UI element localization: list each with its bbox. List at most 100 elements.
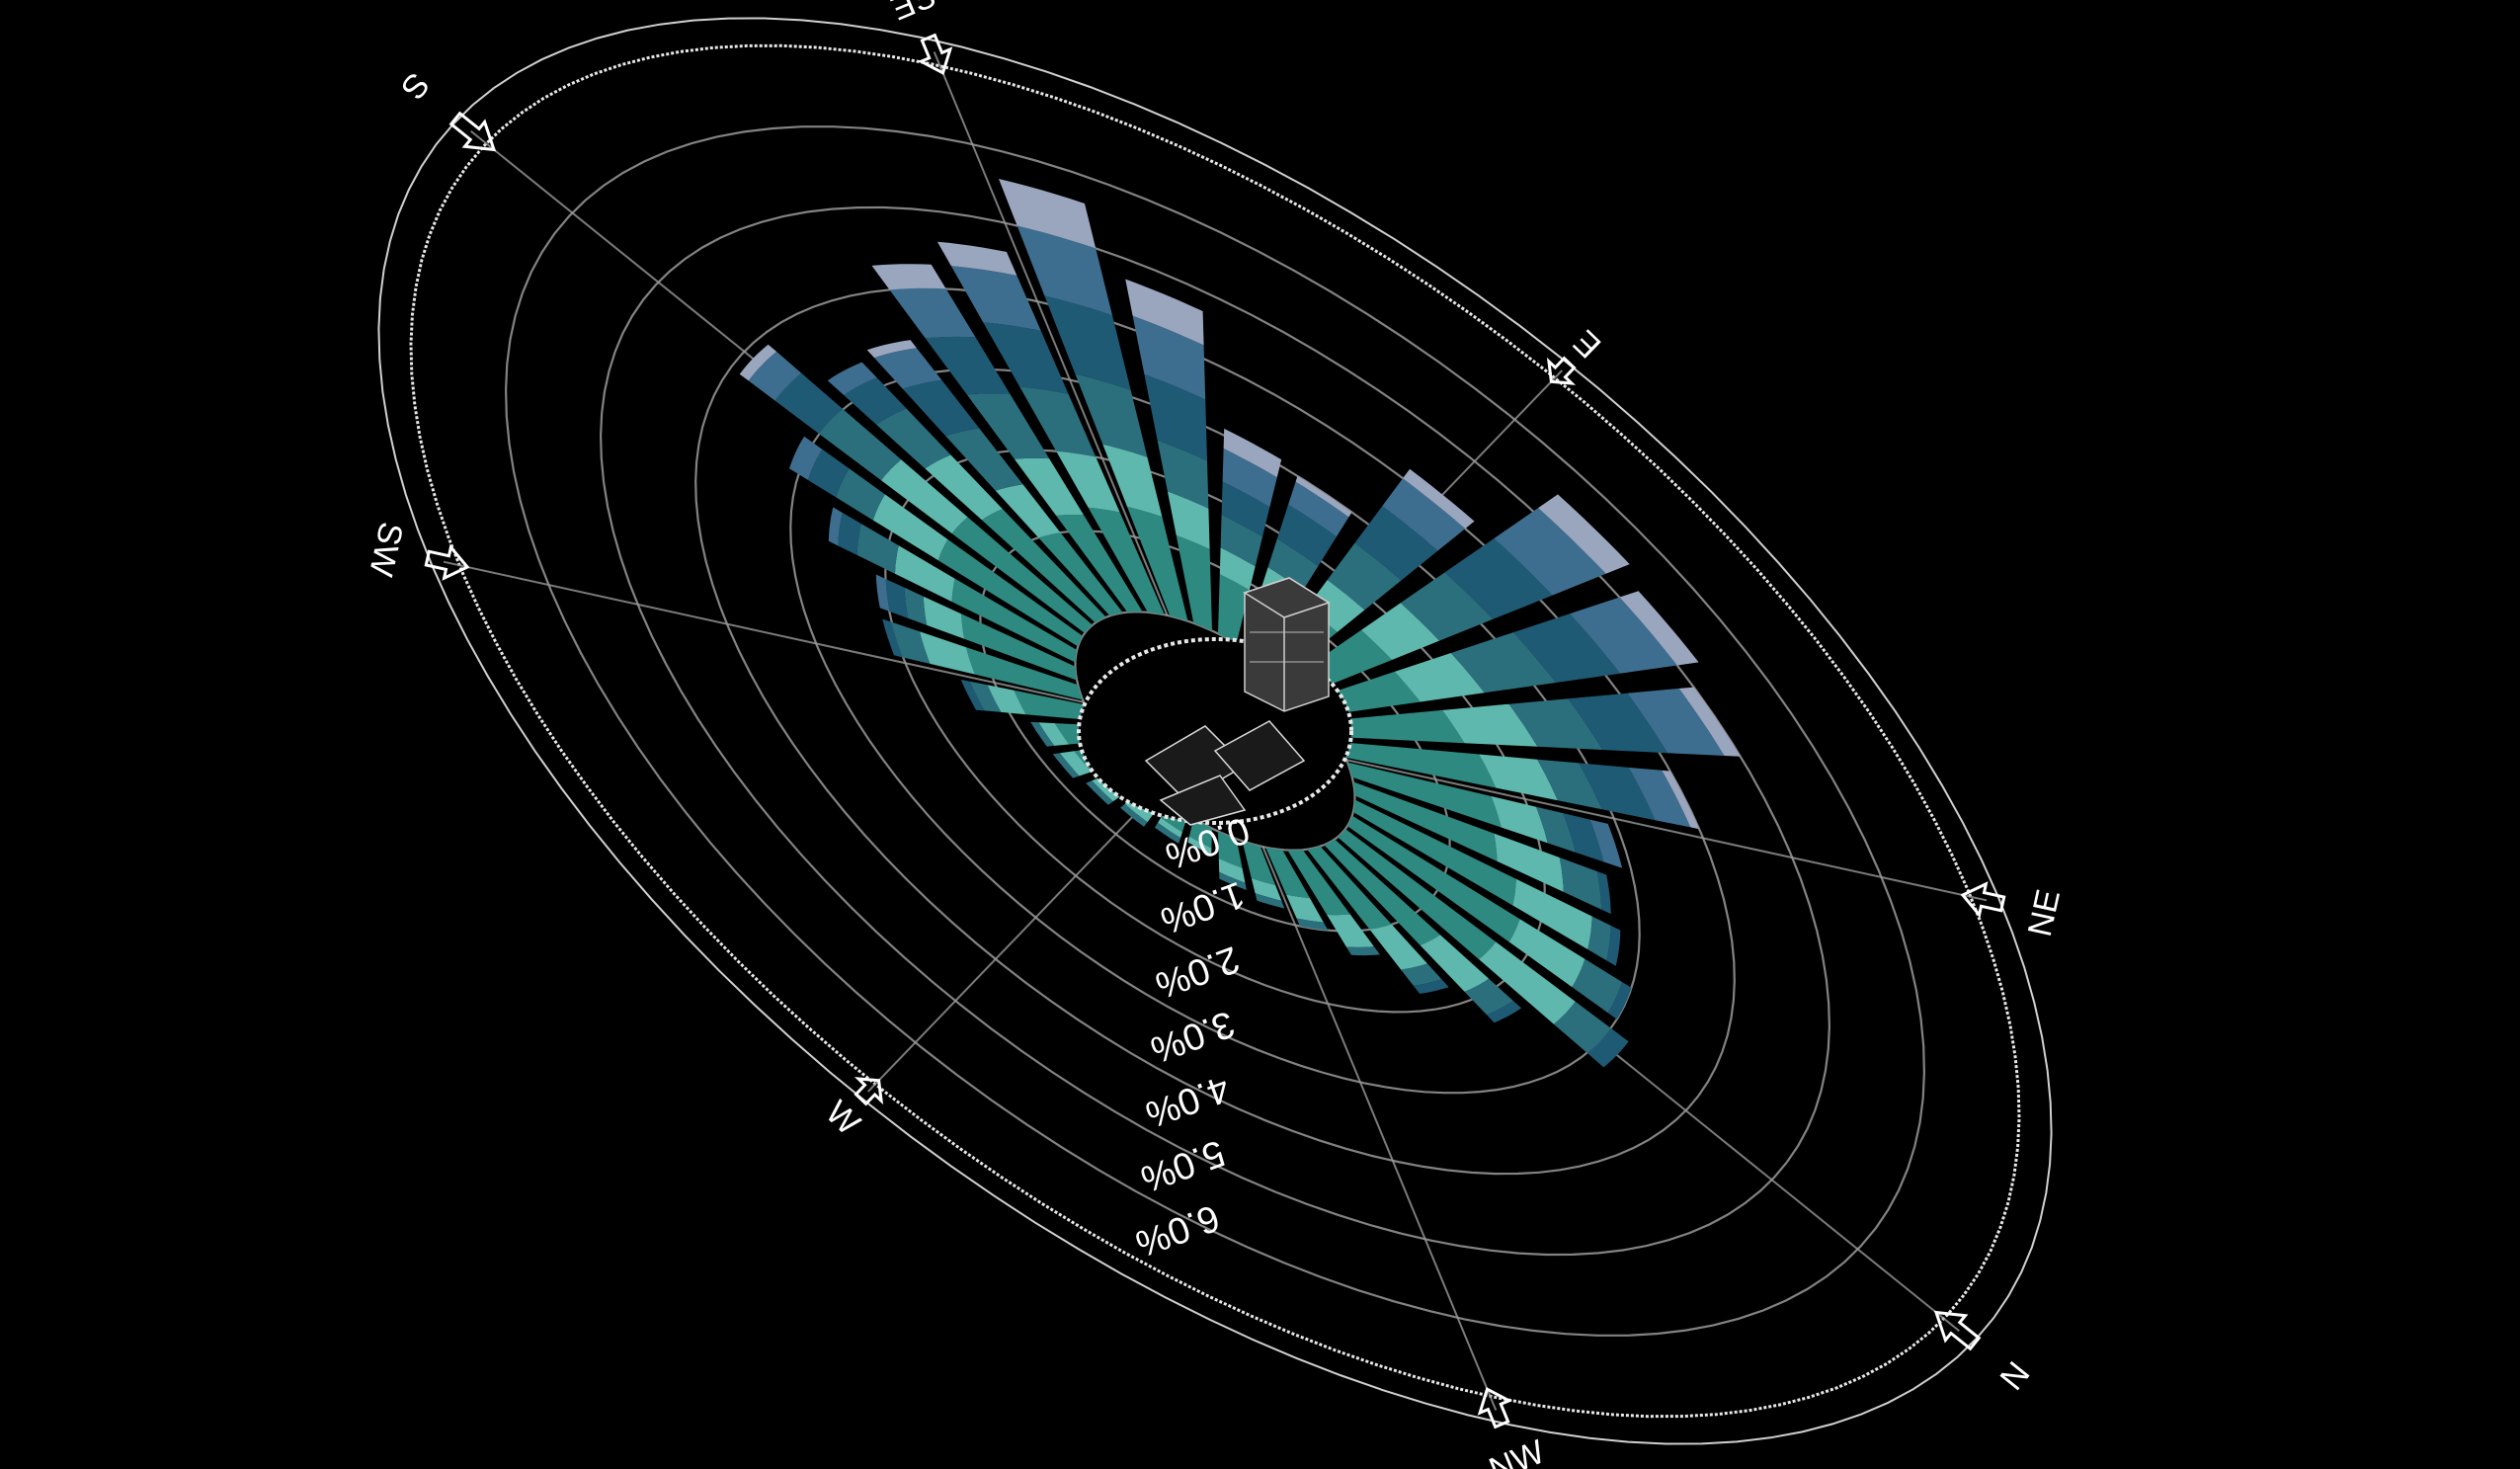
- wind-sector-segment: [1553, 1001, 1611, 1053]
- wind-sector-segment: [1132, 315, 1206, 400]
- wind-sector-segment: [789, 436, 823, 480]
- wind-sector-segment: [1288, 481, 1349, 537]
- wind-sector-segment: [1444, 538, 1553, 619]
- wind-sector-segment: [966, 647, 1083, 700]
- wind-sector-segment: [1369, 924, 1427, 970]
- wind-sector-segment: [1586, 1027, 1629, 1068]
- wind-sector-segment: [1537, 759, 1602, 810]
- wind-sector-segment: [871, 264, 946, 290]
- wind-sector-segment: [1487, 1001, 1522, 1023]
- wind-sector-segment: [1265, 847, 1310, 899]
- wind-sector-segment: [1125, 279, 1204, 346]
- wind-sector-segment: [966, 393, 1050, 459]
- wind-sector-segment: [1030, 721, 1055, 747]
- wind-sector-segment: [1382, 478, 1466, 551]
- wind-sector-segment: [739, 344, 777, 381]
- wind-sector-segment: [1251, 878, 1282, 901]
- wind-sector-segment: [1296, 918, 1329, 931]
- direction-arrow-icon: [1933, 1310, 1982, 1351]
- wind-sector-segment: [875, 574, 890, 612]
- wind-sector-segment: [936, 241, 1017, 276]
- wind-sector-segment: [1512, 878, 1592, 949]
- direction-arrow-icon: [448, 111, 497, 152]
- wind-sector-segment: [950, 266, 1041, 331]
- wind-sector-segment: [945, 428, 1023, 491]
- wind-sector-segment: [999, 179, 1097, 249]
- radial-grid: [377, 17, 2053, 1445]
- wind-sector-segment: [1394, 653, 1485, 702]
- wind-sector-segment: [1307, 846, 1392, 930]
- wind-sector-segment: [1219, 871, 1247, 890]
- wind-sector-segment: [1619, 591, 1699, 666]
- wind-sector-segment: [1559, 857, 1602, 910]
- wind-sector-segment: [1127, 506, 1188, 621]
- building-model-icon: [1144, 577, 1331, 826]
- wind-sector-segment: [838, 513, 861, 555]
- wind-sector-segment: [1606, 926, 1621, 966]
- wind-sector-segment: [1508, 698, 1603, 750]
- axis-nw: [1261, 846, 1498, 1411]
- wind-sector-segment: [1579, 763, 1656, 821]
- ring-label: 4.0%: [1140, 1067, 1235, 1135]
- direction-arrow-icon: [854, 1077, 884, 1106]
- ring-label: 6.0%: [1130, 1196, 1225, 1265]
- wind-sector-segment: [1242, 841, 1276, 885]
- wind-sector-segment: [1568, 693, 1667, 754]
- wind-sector-segment: [1287, 850, 1350, 916]
- wind-sector-segment: [1016, 225, 1112, 316]
- wind-sector-segment: [1157, 440, 1209, 509]
- direction-arrow-icon: [1546, 356, 1577, 385]
- wind-sector-segment: [882, 618, 904, 658]
- wind-sector-segment: [774, 372, 844, 435]
- wind-sector-segment: [748, 351, 802, 401]
- wind-sector-segment: [1086, 780, 1113, 805]
- wind-sector-segment: [951, 578, 1078, 663]
- wind-sector-segment: [1014, 457, 1084, 516]
- wind-sectors: [739, 179, 1741, 1068]
- wind-sector-segment: [1338, 829, 1497, 960]
- wind-sector-segment: [1628, 767, 1691, 828]
- wind-sector-segment: [1662, 770, 1700, 830]
- wind-sector-segment: [1347, 762, 1502, 828]
- wind-sector-segment: [1401, 963, 1442, 986]
- wind-sector-segment: [891, 621, 931, 664]
- wind-sector-segment: [889, 287, 976, 339]
- wind-sector-segment: [1052, 753, 1080, 778]
- wind-sector-segment: [1346, 946, 1380, 956]
- wind-sector-segment: [1572, 958, 1623, 1014]
- wind-sector-segment: [866, 340, 917, 359]
- outer-ring: [409, 43, 2021, 1419]
- wind-sector-segment: [1494, 833, 1564, 892]
- wind-sector-segment: [1038, 532, 1123, 616]
- wind-sector-segment: [836, 468, 885, 521]
- wind-sector-segment: [1056, 450, 1120, 513]
- wind-sector-segment: [995, 484, 1061, 538]
- wind-sector-segment: [969, 681, 1002, 712]
- wind-sector-segment: [895, 545, 955, 603]
- wind-sector-segment: [923, 596, 965, 639]
- compass-label-se: SE: [885, 0, 940, 27]
- wind-sector-segment: [807, 449, 850, 498]
- wind-sector-segment: [881, 459, 968, 534]
- wind-sector-segment: [1324, 709, 1465, 744]
- wind-sector-segment: [1014, 690, 1093, 721]
- wind-sector-segment: [925, 336, 1011, 395]
- wind-sector-segment: [1176, 534, 1212, 631]
- wind-sector-segment: [1450, 632, 1556, 694]
- wind-sector-segment: [1286, 894, 1324, 923]
- wind-sector-segment: [1154, 822, 1181, 844]
- axis-ne: [1345, 759, 1988, 902]
- wind-sector-segment: [1627, 688, 1725, 756]
- wind-sector-segment: [1420, 935, 1490, 992]
- wind-sector-segment: [1491, 796, 1548, 844]
- wind-sector-segment: [876, 408, 951, 469]
- wind-sector-segment: [925, 454, 1003, 521]
- compass-label-s: S: [393, 65, 437, 107]
- wind-sector-segment: [1347, 815, 1520, 942]
- wind-sector-segment: [1219, 547, 1256, 591]
- wind-sector-segment: [904, 587, 928, 625]
- compass-label-ne: NE: [2021, 886, 2068, 939]
- wind-sector-segment: [1218, 574, 1250, 644]
- wind-sector-segment: [1338, 741, 1497, 788]
